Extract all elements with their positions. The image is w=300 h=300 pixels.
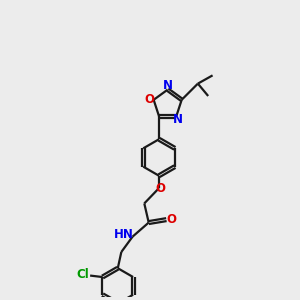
Text: HN: HN <box>114 228 134 241</box>
Text: N: N <box>173 113 183 126</box>
Text: O: O <box>167 212 177 226</box>
Text: Cl: Cl <box>77 268 89 281</box>
Text: O: O <box>155 182 165 196</box>
Text: O: O <box>145 93 155 106</box>
Text: N: N <box>163 79 173 92</box>
